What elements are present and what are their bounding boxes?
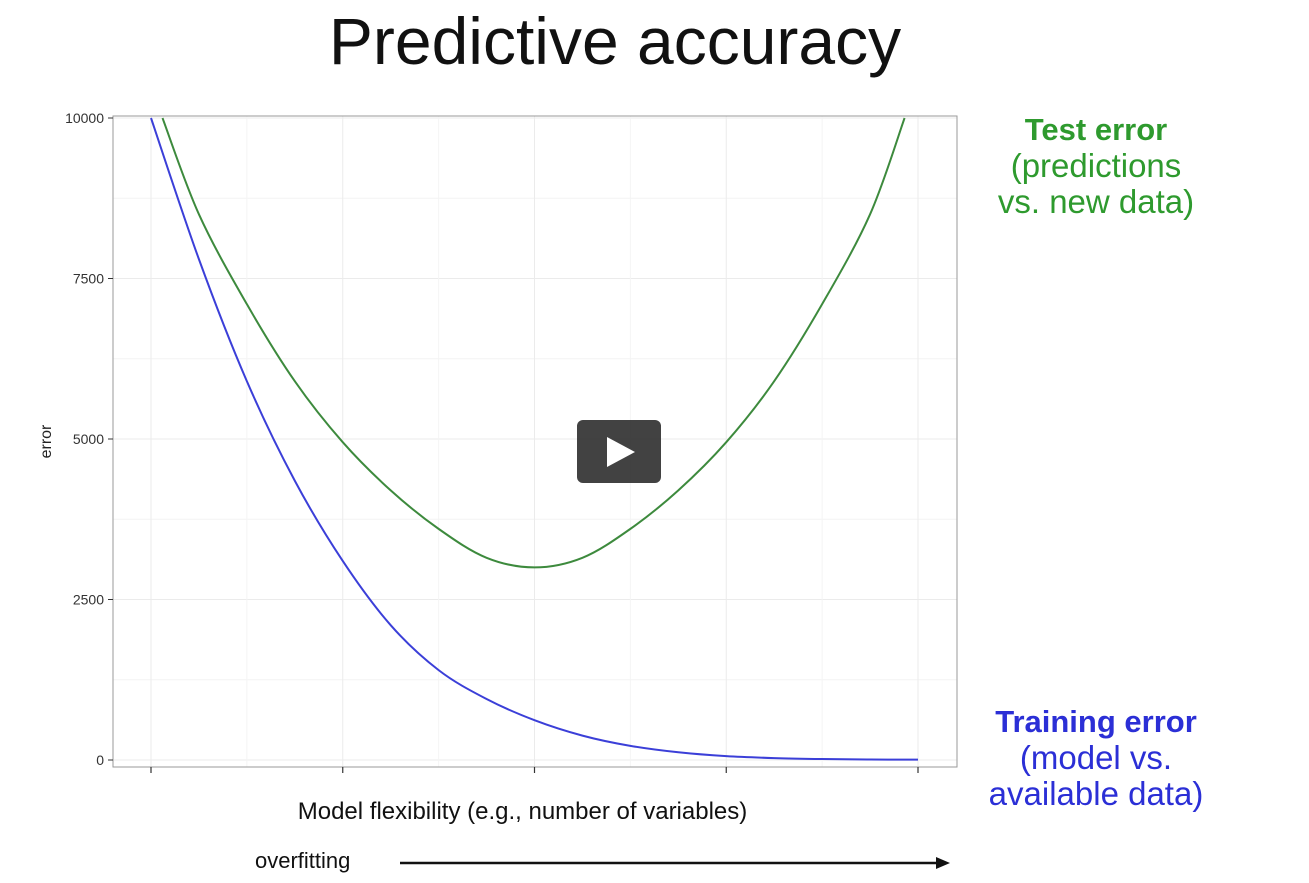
test-error-desc-line2: vs. new data) [997,183,1195,220]
y-tick-label: 2500 [73,592,104,608]
y-tick-label: 7500 [73,271,104,287]
y-tick-label: 10000 [65,110,104,126]
y-tick-label: 0 [96,752,104,768]
test-error-title: Test error [1024,112,1168,147]
page-title: Predictive accuracy [328,4,902,78]
training-error-line [150,117,919,761]
test-error-label: Test error (predictions vs. new data) [962,112,1230,220]
y-tick-label: 5000 [73,431,104,447]
test-error-line [161,117,906,569]
play-button[interactable] [577,420,661,483]
training-error-desc-line2: available data) [988,775,1204,812]
training-error-title: Training error [995,704,1197,739]
y-axis-label: error [38,424,55,458]
training-error-desc-line1: (model vs. [1019,739,1173,776]
play-icon [607,437,635,467]
overfitting-arrow-icon [400,857,950,869]
overfitting-label: overfitting [255,848,351,873]
x-axis-label: Model flexibility (e.g., number of varia… [297,798,748,825]
training-error-label: Training error (model vs. available data… [962,704,1230,812]
test-error-desc-line1: (predictions [1010,147,1182,184]
